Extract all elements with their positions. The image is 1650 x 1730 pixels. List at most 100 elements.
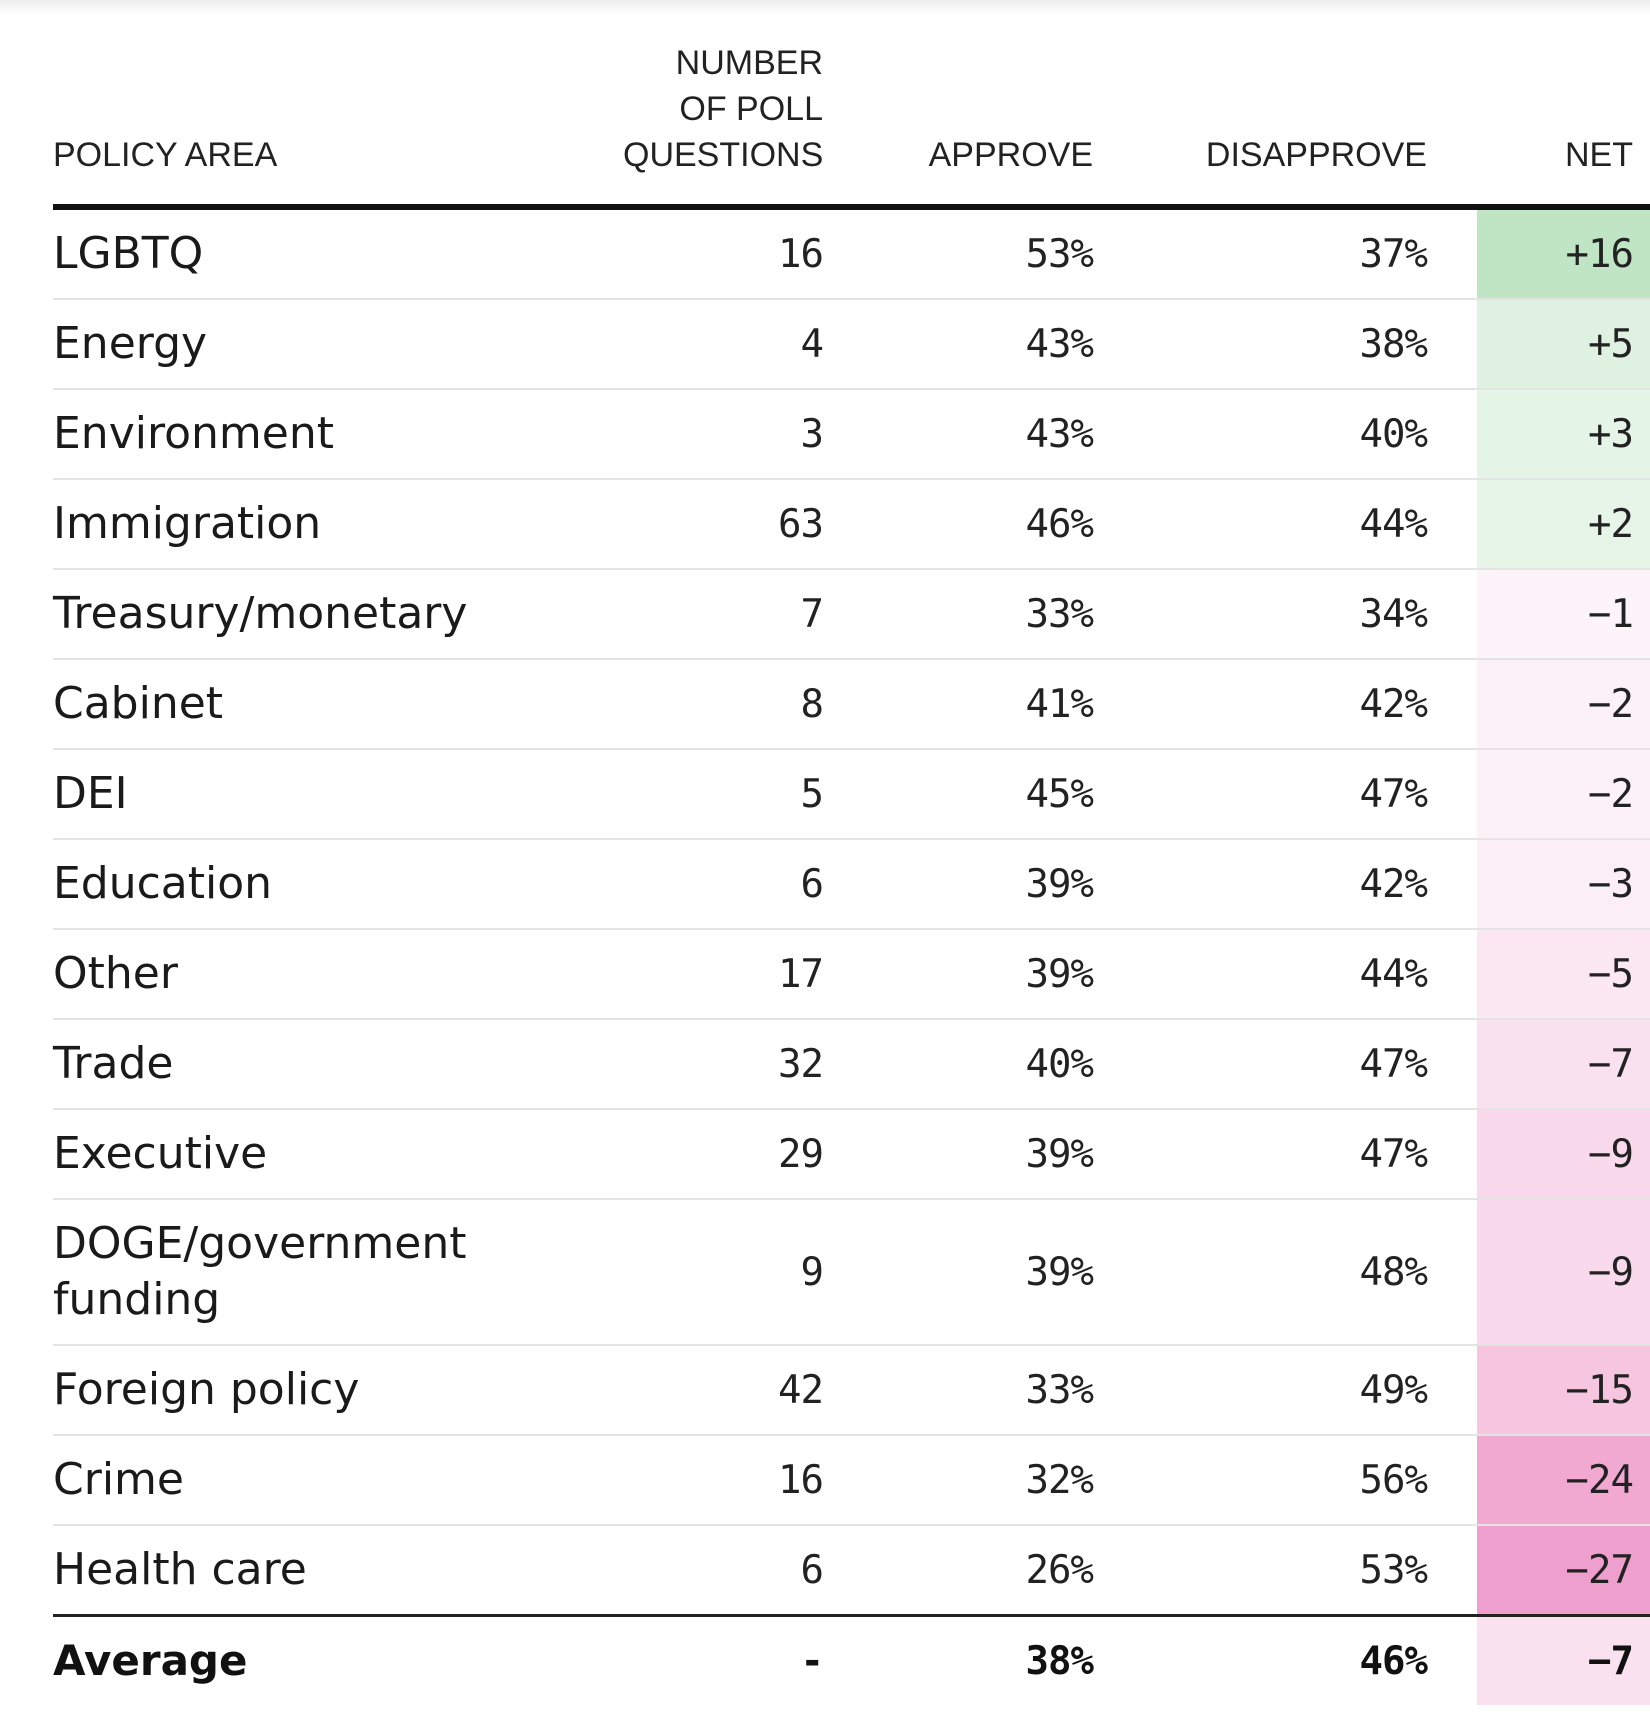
approve-cell: 33%	[823, 569, 1094, 660]
average-questions: -	[800, 1638, 824, 1684]
approve-cell: 26%	[1025, 1547, 1094, 1593]
header-approve: APPROVE	[928, 136, 1093, 174]
net-cell: +2	[1477, 479, 1634, 570]
gap-cell	[1427, 749, 1477, 840]
table-row: Other 17 39% 44% −5	[53, 929, 1650, 1020]
gap-cell	[1427, 929, 1477, 1020]
table-row: Education 6 39% 42% −3	[53, 839, 1650, 930]
average-approve: 38%	[1025, 1638, 1094, 1684]
approve-cell: 46%	[823, 479, 1094, 570]
average-net: −7	[1477, 1615, 1634, 1705]
table-row: Environment 3 43% 40% +3	[53, 389, 1650, 480]
net-pad-cell	[1633, 1199, 1650, 1346]
approve-cell: 53%	[823, 207, 1094, 300]
header-policy-area: POLICY AREA	[53, 136, 278, 174]
policy-area-cell: Foreign policy	[53, 1345, 533, 1436]
average-disapprove: 46%	[1359, 1638, 1428, 1684]
net-cell: −9	[1477, 1109, 1634, 1200]
net-pad-cell	[1633, 1109, 1650, 1200]
net-pad-cell	[1633, 1435, 1650, 1526]
gap-cell	[1427, 659, 1477, 750]
gap-cell	[1427, 389, 1477, 480]
net-pad-cell	[1633, 207, 1650, 300]
gap-cell	[1427, 569, 1477, 660]
net-pad-cell	[1633, 749, 1650, 840]
net-cell: +5	[1477, 299, 1634, 390]
gap-cell	[1427, 299, 1477, 390]
header-end	[1633, 40, 1650, 207]
questions-cell: 6	[800, 1547, 824, 1593]
policy-area-cell: Health care	[53, 1544, 307, 1595]
table-row: DEI 5 45% 47% −2	[53, 749, 1650, 840]
net-cell: −24	[1477, 1435, 1634, 1526]
questions-cell: 3	[533, 389, 824, 480]
policy-area-cell: Immigration	[53, 479, 533, 570]
disapprove-cell: 42%	[1093, 839, 1428, 930]
policy-area-cell: Education	[53, 839, 533, 930]
net-pad-cell	[1633, 659, 1650, 750]
net-cell: −9	[1477, 1199, 1634, 1346]
questions-cell: 32	[533, 1019, 824, 1110]
gap-cell	[1427, 1435, 1477, 1526]
net-cell: −7	[1477, 1019, 1634, 1110]
disapprove-cell: 53%	[1359, 1547, 1428, 1593]
net-pad-cell	[1633, 479, 1650, 570]
gap-cell	[1427, 207, 1477, 300]
average-gap	[1427, 1616, 1477, 1706]
table-header: POLICY AREA NUMBER OF POLL QUESTIONS APP…	[53, 40, 1650, 207]
net-pad-cell	[1633, 1019, 1650, 1110]
average-row: Average - 38% 46% −7	[53, 1615, 1650, 1706]
approve-cell: 40%	[823, 1019, 1094, 1110]
header-number-of-poll-questions: NUMBER OF POLL QUESTIONS	[533, 40, 823, 207]
table-row: Crime 16 32% 56% −24	[53, 1435, 1650, 1526]
net-cell: −15	[1477, 1345, 1634, 1436]
policy-area-cell: DEI	[53, 749, 533, 840]
policy-area-cell: LGBTQ	[53, 207, 533, 300]
disapprove-cell: 40%	[1093, 389, 1428, 480]
questions-cell: 4	[533, 299, 824, 390]
table-row: Cabinet 8 41% 42% −2	[53, 659, 1650, 750]
net-pad-cell	[1633, 839, 1650, 930]
disapprove-cell: 47%	[1093, 749, 1428, 840]
policy-area-cell: Other	[53, 929, 533, 1020]
disapprove-cell: 42%	[1093, 659, 1428, 750]
policy-area-cell: Cabinet	[53, 659, 533, 750]
gap-cell	[1427, 1019, 1477, 1110]
questions-cell: 63	[533, 479, 824, 570]
net-pad-cell	[1633, 1525, 1650, 1616]
disapprove-cell: 38%	[1093, 299, 1428, 390]
approve-cell: 43%	[823, 389, 1094, 480]
disapprove-cell: 44%	[1093, 929, 1428, 1020]
questions-cell: 16	[533, 1435, 824, 1526]
policy-area-cell: DOGE/government funding	[53, 1199, 533, 1346]
questions-cell: 16	[533, 207, 824, 300]
questions-cell: 29	[533, 1109, 824, 1200]
approve-cell: 39%	[823, 839, 1094, 930]
gap-cell	[1427, 1199, 1477, 1346]
questions-cell: 5	[533, 749, 824, 840]
approve-cell: 41%	[823, 659, 1094, 750]
table-row: DOGE/government funding 9 39% 48% −9	[53, 1199, 1650, 1346]
table-row: Health care 6 26% 53% −27	[53, 1525, 1650, 1616]
policy-approval-table: POLICY AREA NUMBER OF POLL QUESTIONS APP…	[53, 40, 1650, 1705]
table-row: Treasury/monetary 7 33% 34% −1	[53, 569, 1650, 660]
disapprove-cell: 56%	[1093, 1435, 1428, 1526]
average-net-pad	[1633, 1615, 1650, 1705]
disapprove-cell: 34%	[1093, 569, 1428, 660]
approve-cell: 39%	[823, 929, 1094, 1020]
header-questions-label: NUMBER OF POLL QUESTIONS	[623, 44, 824, 174]
questions-cell: 17	[533, 929, 824, 1020]
net-pad-cell	[1633, 389, 1650, 480]
gap-cell	[1427, 1109, 1477, 1200]
net-cell: −1	[1477, 569, 1634, 660]
table-row: Executive 29 39% 47% −9	[53, 1109, 1650, 1200]
gap-cell	[1427, 1345, 1477, 1436]
approve-cell: 33%	[823, 1345, 1094, 1436]
table-body: LGBTQ 16 53% 37% +16 Energy 4 43% 38% +5 Environme…	[53, 207, 1650, 1616]
disapprove-cell: 47%	[1093, 1109, 1428, 1200]
approve-cell: 32%	[823, 1435, 1094, 1526]
poll-table-container: POLICY AREA NUMBER OF POLL QUESTIONS APP…	[53, 40, 1650, 1705]
gap-cell	[1427, 1525, 1477, 1616]
policy-area-cell: Environment	[53, 389, 533, 480]
average-label: Average	[53, 1636, 248, 1685]
